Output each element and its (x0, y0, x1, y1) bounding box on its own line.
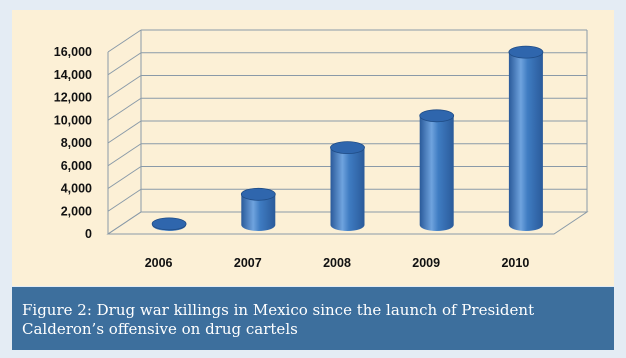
side-gridline (107, 120, 142, 144)
x-tick-label: 2006 (145, 256, 173, 270)
side-gridline (107, 97, 142, 121)
bar-2009 (419, 115, 454, 232)
bar-cap-2010 (508, 45, 544, 59)
side-gridline (107, 75, 142, 98)
y-tick-label: 0 (85, 227, 92, 241)
y-tick-label: 12,000 (54, 91, 92, 105)
y-tick-label: 10,000 (54, 113, 92, 127)
x-tick-label: 2008 (323, 256, 351, 270)
bar-2010 (508, 52, 543, 232)
bar-cap-2007 (240, 187, 276, 201)
chart-area: 0 2,000 4,000 6,000 8,000 10,000 12,000 14,000 1… (12, 10, 614, 286)
bar-cap-2006 (151, 217, 187, 231)
y-tick-label: 14,000 (54, 68, 92, 82)
bar-2008 (330, 147, 365, 232)
x-tick-label: 2010 (501, 256, 529, 270)
x-tick-label: 2009 (412, 256, 440, 270)
side-gridline (107, 52, 142, 76)
y-tick-label: 2,000 (61, 204, 92, 218)
side-gridline (107, 188, 142, 212)
figure-caption: Figure 2: Drug war killings in Mexico si… (12, 287, 614, 350)
y-tick-label: 4,000 (61, 182, 92, 196)
bar-cap-2009 (419, 109, 455, 123)
side-gridline (107, 166, 142, 189)
bar-2007 (241, 194, 276, 231)
y-tick-label: 6,000 (61, 159, 92, 173)
side-gridline (107, 143, 142, 167)
bar-chart: 0 2,000 4,000 6,000 8,000 10,000 12,000 14,000 1… (54, 29, 589, 270)
side-gridline (107, 29, 142, 53)
floor (106, 211, 589, 235)
y-tick-label: 16,000 (54, 45, 92, 59)
bar-cap-2008 (330, 141, 365, 155)
y-tick-label: 8,000 (61, 136, 92, 150)
x-tick-label: 2007 (234, 256, 262, 270)
